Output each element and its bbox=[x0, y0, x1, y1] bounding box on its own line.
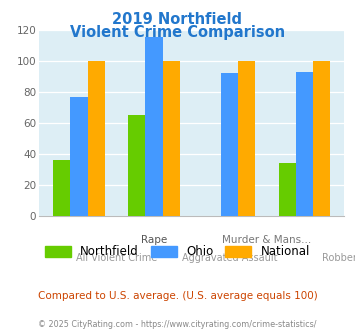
Legend: Northfield, Ohio, National: Northfield, Ohio, National bbox=[40, 241, 315, 263]
Text: Violent Crime Comparison: Violent Crime Comparison bbox=[70, 25, 285, 40]
Bar bbox=[221, 73, 238, 216]
Text: All Violent Crime: All Violent Crime bbox=[76, 253, 157, 263]
Bar bbox=[296, 72, 313, 216]
Bar bbox=[313, 61, 331, 216]
Bar bbox=[238, 61, 255, 216]
Bar bbox=[146, 38, 163, 216]
Bar bbox=[88, 61, 105, 216]
Text: Rape: Rape bbox=[141, 235, 167, 245]
Bar bbox=[53, 160, 70, 216]
Bar bbox=[279, 163, 296, 216]
Text: Robbery: Robbery bbox=[322, 253, 355, 263]
Text: Aggravated Assault: Aggravated Assault bbox=[181, 253, 277, 263]
Text: 2019 Northfield: 2019 Northfield bbox=[113, 12, 242, 26]
Bar bbox=[163, 61, 180, 216]
Text: Compared to U.S. average. (U.S. average equals 100): Compared to U.S. average. (U.S. average … bbox=[38, 291, 317, 301]
Bar bbox=[70, 96, 88, 216]
Bar bbox=[128, 115, 146, 216]
Text: © 2025 CityRating.com - https://www.cityrating.com/crime-statistics/: © 2025 CityRating.com - https://www.city… bbox=[38, 320, 317, 329]
Text: Murder & Mans...: Murder & Mans... bbox=[222, 235, 312, 245]
